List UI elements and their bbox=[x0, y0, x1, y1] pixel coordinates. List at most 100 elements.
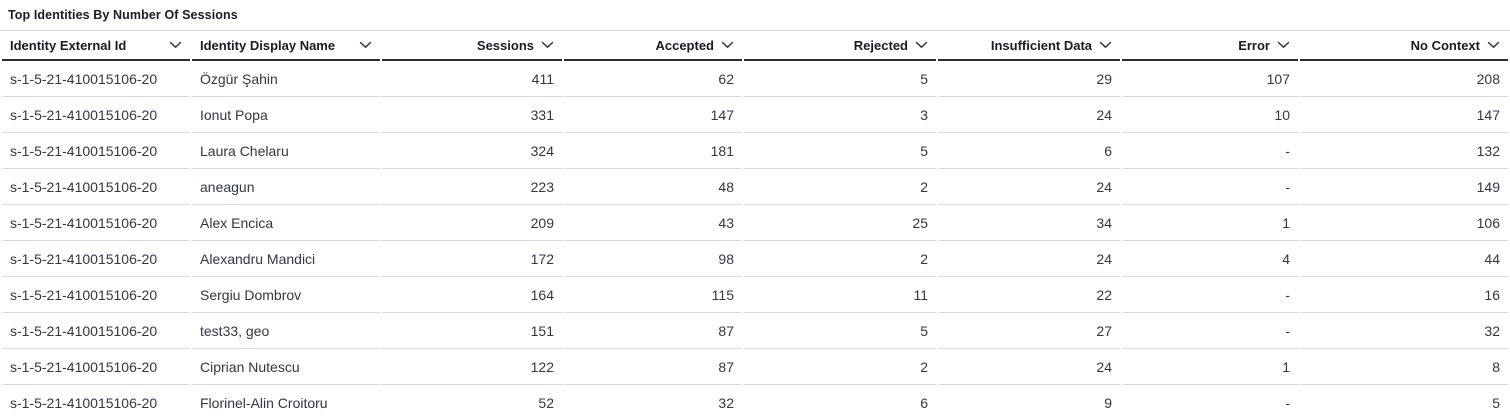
cell-error: - bbox=[1122, 385, 1298, 417]
cell-insufficient-data: 9 bbox=[938, 385, 1120, 417]
cell-identity-display-name: Ciprian Nutescu bbox=[192, 349, 380, 385]
cell-identity-external-id: s-1-5-21-410015106-20 bbox=[2, 205, 190, 241]
cell-error: - bbox=[1122, 169, 1298, 205]
column-header-label: Sessions bbox=[476, 37, 534, 53]
cell-identity-external-id: s-1-5-21-410015106-20 bbox=[2, 277, 190, 313]
table-row: s-1-5-21-410015106-20 Ciprian Nutescu 12… bbox=[2, 349, 1508, 385]
cell-identity-external-id: s-1-5-21-410015106-20 bbox=[2, 61, 190, 97]
chevron-down-icon bbox=[541, 41, 554, 48]
cell-identity-display-name: Alexandru Mandici bbox=[192, 241, 380, 277]
cell-insufficient-data: 24 bbox=[938, 241, 1120, 277]
cell-rejected: 25 bbox=[744, 205, 936, 241]
cell-identity-display-name: aneagun bbox=[192, 169, 380, 205]
cell-insufficient-data: 24 bbox=[938, 97, 1120, 133]
cell-rejected: 5 bbox=[744, 61, 936, 97]
cell-identity-display-name: Laura Chelaru bbox=[192, 133, 380, 169]
cell-insufficient-data: 27 bbox=[938, 313, 1120, 349]
cell-accepted: 115 bbox=[564, 277, 742, 313]
column-header-no-context[interactable]: No Context bbox=[1300, 31, 1508, 61]
cell-identity-display-name: Florinel-Alin Croitoru bbox=[192, 385, 380, 417]
column-header-insufficient-data[interactable]: Insufficient Data bbox=[938, 31, 1120, 61]
column-header-label: No Context bbox=[1410, 37, 1480, 53]
cell-rejected: 11 bbox=[744, 277, 936, 313]
cell-error: 107 bbox=[1122, 61, 1298, 97]
cell-sessions: 324 bbox=[382, 133, 562, 169]
panel-title: Top Identities By Number Of Sessions bbox=[8, 8, 238, 22]
cell-identity-external-id: s-1-5-21-410015106-20 bbox=[2, 133, 190, 169]
cell-identity-display-name: Özgür Şahin bbox=[192, 61, 380, 97]
cell-accepted: 48 bbox=[564, 169, 742, 205]
cell-no-context: 106 bbox=[1300, 205, 1508, 241]
cell-accepted: 43 bbox=[564, 205, 742, 241]
cell-sessions: 411 bbox=[382, 61, 562, 97]
column-header-accepted[interactable]: Accepted bbox=[564, 31, 742, 61]
cell-sessions: 172 bbox=[382, 241, 562, 277]
table-header: Identity External Id Identity Display Na… bbox=[2, 31, 1508, 61]
cell-insufficient-data: 24 bbox=[938, 349, 1120, 385]
cell-insufficient-data: 22 bbox=[938, 277, 1120, 313]
cell-accepted: 98 bbox=[564, 241, 742, 277]
cell-no-context: 44 bbox=[1300, 241, 1508, 277]
column-header-rejected[interactable]: Rejected bbox=[744, 31, 936, 61]
cell-error: 10 bbox=[1122, 97, 1298, 133]
cell-rejected: 2 bbox=[744, 169, 936, 205]
column-header-label: Identity External Id bbox=[10, 37, 127, 53]
column-header-label: Insufficient Data bbox=[990, 37, 1092, 53]
table-row: s-1-5-21-410015106-20 Özgür Şahin 411 62… bbox=[2, 61, 1508, 97]
cell-identity-external-id: s-1-5-21-410015106-20 bbox=[2, 97, 190, 133]
cell-rejected: 5 bbox=[744, 313, 936, 349]
cell-identity-display-name: Sergiu Dombrov bbox=[192, 277, 380, 313]
cell-rejected: 2 bbox=[744, 241, 936, 277]
chevron-down-icon bbox=[1277, 41, 1290, 48]
column-header-error[interactable]: Error bbox=[1122, 31, 1298, 61]
table-row: s-1-5-21-410015106-20 test33, geo 151 87… bbox=[2, 313, 1508, 349]
cell-error: - bbox=[1122, 313, 1298, 349]
cell-accepted: 181 bbox=[564, 133, 742, 169]
table-body: s-1-5-21-410015106-20 Özgür Şahin 411 62… bbox=[2, 61, 1508, 417]
chevron-down-icon bbox=[359, 41, 372, 48]
cell-rejected: 6 bbox=[744, 385, 936, 417]
column-header-label: Identity Display Name bbox=[200, 37, 336, 53]
table-header-row: Identity External Id Identity Display Na… bbox=[2, 31, 1508, 61]
cell-rejected: 5 bbox=[744, 133, 936, 169]
cell-no-context: 8 bbox=[1300, 349, 1508, 385]
panel-title-bar: Top Identities By Number Of Sessions bbox=[0, 0, 1510, 31]
cell-error: 4 bbox=[1122, 241, 1298, 277]
chevron-down-icon bbox=[1099, 41, 1112, 48]
cell-insufficient-data: 29 bbox=[938, 61, 1120, 97]
cell-identity-external-id: s-1-5-21-410015106-20 bbox=[2, 241, 190, 277]
cell-sessions: 151 bbox=[382, 313, 562, 349]
cell-error: - bbox=[1122, 277, 1298, 313]
column-header-label: Accepted bbox=[655, 37, 714, 53]
column-header-identity-external-id[interactable]: Identity External Id bbox=[2, 31, 190, 61]
top-identities-table: Identity External Id Identity Display Na… bbox=[0, 31, 1510, 417]
table-row: s-1-5-21-410015106-20 aneagun 223 48 2 2… bbox=[2, 169, 1508, 205]
cell-sessions: 164 bbox=[382, 277, 562, 313]
chevron-down-icon bbox=[915, 41, 928, 48]
cell-insufficient-data: 24 bbox=[938, 169, 1120, 205]
cell-no-context: 32 bbox=[1300, 313, 1508, 349]
chevron-down-icon bbox=[169, 41, 182, 48]
cell-identity-display-name: test33, geo bbox=[192, 313, 380, 349]
table-row: s-1-5-21-410015106-20 Florinel-Alin Croi… bbox=[2, 385, 1508, 417]
cell-no-context: 147 bbox=[1300, 97, 1508, 133]
column-header-sessions[interactable]: Sessions bbox=[382, 31, 562, 61]
cell-no-context: 16 bbox=[1300, 277, 1508, 313]
cell-accepted: 87 bbox=[564, 349, 742, 385]
table-row: s-1-5-21-410015106-20 Alexandru Mandici … bbox=[2, 241, 1508, 277]
table-row: s-1-5-21-410015106-20 Ionut Popa 331 147… bbox=[2, 97, 1508, 133]
cell-identity-external-id: s-1-5-21-410015106-20 bbox=[2, 313, 190, 349]
cell-no-context: 5 bbox=[1300, 385, 1508, 417]
cell-identity-external-id: s-1-5-21-410015106-20 bbox=[2, 349, 190, 385]
column-header-label: Rejected bbox=[853, 37, 908, 53]
cell-no-context: 149 bbox=[1300, 169, 1508, 205]
cell-accepted: 87 bbox=[564, 313, 742, 349]
cell-identity-display-name: Alex Encica bbox=[192, 205, 380, 241]
cell-identity-display-name: Ionut Popa bbox=[192, 97, 380, 133]
cell-error: 1 bbox=[1122, 205, 1298, 241]
cell-rejected: 3 bbox=[744, 97, 936, 133]
cell-error: 1 bbox=[1122, 349, 1298, 385]
column-header-label: Error bbox=[1238, 37, 1270, 53]
column-header-identity-display-name[interactable]: Identity Display Name bbox=[192, 31, 380, 61]
